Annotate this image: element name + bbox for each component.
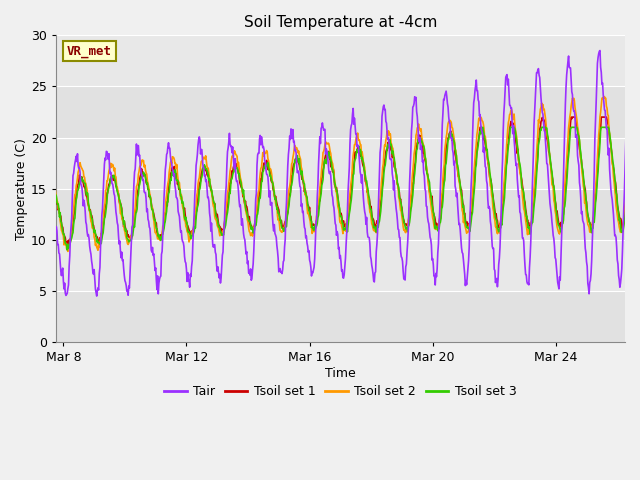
Title: Soil Temperature at -4cm: Soil Temperature at -4cm bbox=[244, 15, 437, 30]
X-axis label: Time: Time bbox=[325, 367, 356, 380]
Bar bbox=[56, 189, 625, 240]
Legend: Tair, Tsoil set 1, Tsoil set 2, Tsoil set 3: Tair, Tsoil set 1, Tsoil set 2, Tsoil se… bbox=[159, 380, 522, 403]
Bar bbox=[56, 86, 625, 138]
Y-axis label: Temperature (C): Temperature (C) bbox=[15, 138, 28, 240]
Bar bbox=[56, 291, 625, 342]
Text: VR_met: VR_met bbox=[67, 45, 112, 58]
